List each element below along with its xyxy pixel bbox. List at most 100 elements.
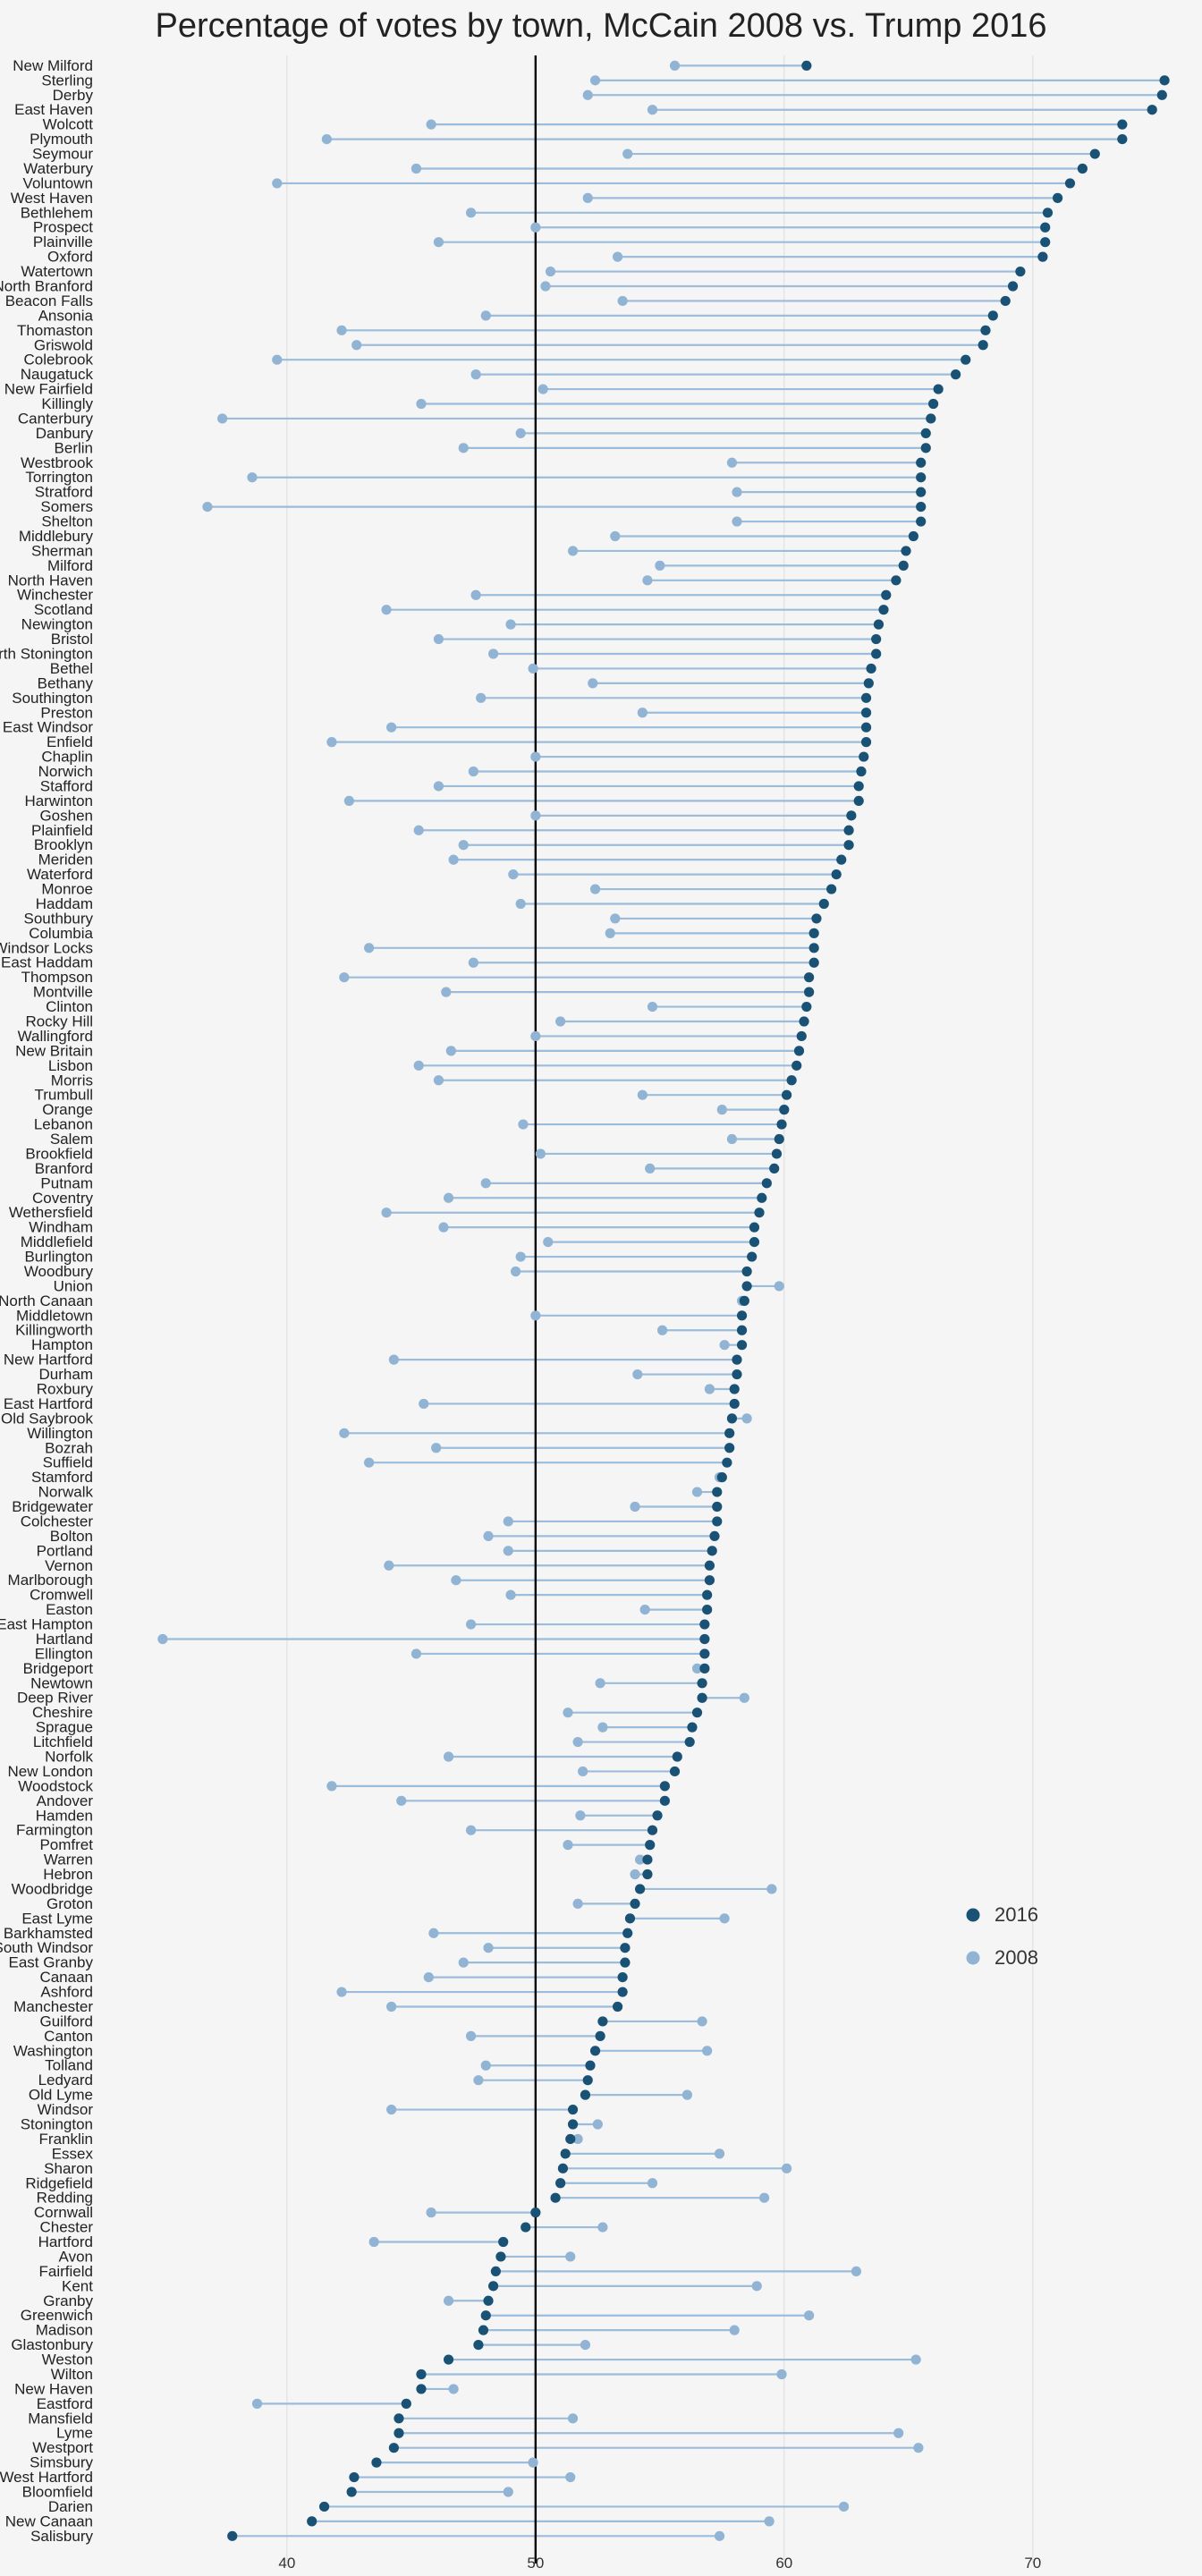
dot-2016 [732,1354,742,1365]
dot-2008 [538,384,548,394]
dot-2016 [860,722,872,733]
dot-2016 [747,1251,758,1262]
dot-2008 [540,281,551,292]
town-label: Easton [46,1601,93,1618]
dot-2008 [572,1898,583,1909]
legend-label-2008: 2008 [995,1946,1038,1969]
town-label: Wethersfield [9,1204,93,1221]
town-label: Hartford [38,2233,93,2250]
dot-2016 [736,1325,748,1335]
dot-2008 [217,413,228,424]
dot-2016 [916,457,927,468]
town-label: Bridgewater [12,1498,93,1515]
dot-2016 [595,2030,605,2041]
dot-2016 [724,1428,735,1438]
dot-2016 [307,2516,317,2527]
dot-2016 [478,2325,489,2335]
dot-2016 [793,1046,805,1056]
dot-2016 [843,825,854,835]
dot-2008 [530,810,541,821]
dot-2016 [521,2222,531,2233]
dot-2016 [416,2368,427,2380]
dot-2016 [612,2001,623,2012]
x-tick-label: 40 [278,2555,295,2572]
town-label: Thompson [21,969,93,986]
town-label: Andover [37,1792,94,1809]
dot-2016 [1000,295,1011,307]
dot-2016 [749,1222,760,1233]
town-label: East Haven [14,101,93,118]
dot-2016 [617,1972,628,1983]
dot-2008 [465,208,477,218]
dot-2008 [381,605,392,615]
town-label: Bristol [51,631,93,648]
dot-2016 [980,325,991,335]
dot-2008 [343,795,354,807]
town-label: Kent [62,2277,93,2294]
dot-2008 [483,1530,494,1541]
dot-2016 [808,928,819,938]
dot-2008 [416,398,427,410]
dot-2016 [473,2340,484,2351]
dot-2016 [726,1413,738,1424]
dot-2008 [634,1854,646,1865]
dot-2016 [659,1795,670,1806]
dot-2008 [582,192,593,203]
dot-2008 [565,2251,576,2262]
dot-2008 [473,2075,484,2086]
dot-2008 [535,1148,546,1159]
dot-2008 [645,1163,656,1174]
dot-2016 [487,2281,499,2292]
dot-2016 [699,1633,710,1645]
dot-2008 [691,1487,703,1497]
dot-2016 [699,1619,710,1630]
dot-2008 [451,1575,461,1586]
dot-2016 [881,589,892,600]
dot-2008 [597,1722,608,1733]
town-label: Brooklyn [34,836,93,853]
dot-2016 [863,678,874,689]
dot-2016 [801,1001,812,1013]
dot-2008 [804,2310,815,2321]
dot-2008 [545,266,556,277]
town-label: New Milford [13,57,93,74]
town-label: Ansonia [38,307,94,324]
town-label: Middlefield [21,1233,93,1250]
dot-2016 [691,1707,703,1718]
town-label: Washington [13,2042,93,2059]
dot-2008 [632,1368,643,1380]
dot-2008 [443,1751,454,1762]
dot-2016 [394,2428,404,2438]
dot-2008 [386,2104,397,2115]
dot-2016 [530,2207,541,2218]
town-label: Salem [50,1131,93,1148]
dot-2016 [871,633,882,645]
dot-2016 [702,1589,713,1600]
town-label: Barkhamsted [4,1925,93,1942]
dot-2008 [655,560,665,571]
town-label: Westbrook [21,454,93,471]
town-label: Warren [44,1852,93,1868]
town-label: Glastonbury [11,2336,93,2353]
dot-2008 [647,2178,658,2189]
dot-2008 [702,2046,713,2056]
dot-2008 [351,340,362,351]
x-tick-label: 50 [527,2555,544,2572]
town-label: Newtown [30,1674,93,1691]
dot-2016 [1064,178,1076,189]
town-label: Manchester [13,1998,93,2015]
dot-2008 [419,1398,429,1410]
town-label: Middlebury [19,528,94,545]
dot-2016 [757,1192,767,1203]
town-label: Killingly [41,395,93,412]
dot-2008 [691,1663,703,1674]
town-label: Vernon [45,1557,93,1574]
dot-2016 [480,2310,491,2321]
town-label: Columbia [29,925,93,942]
dot-2016 [933,384,944,394]
town-label: Beacon Falls [5,292,93,309]
town-label: Voluntown [23,174,93,191]
dot-2016 [722,1457,732,1468]
dot-2008 [838,2501,850,2512]
